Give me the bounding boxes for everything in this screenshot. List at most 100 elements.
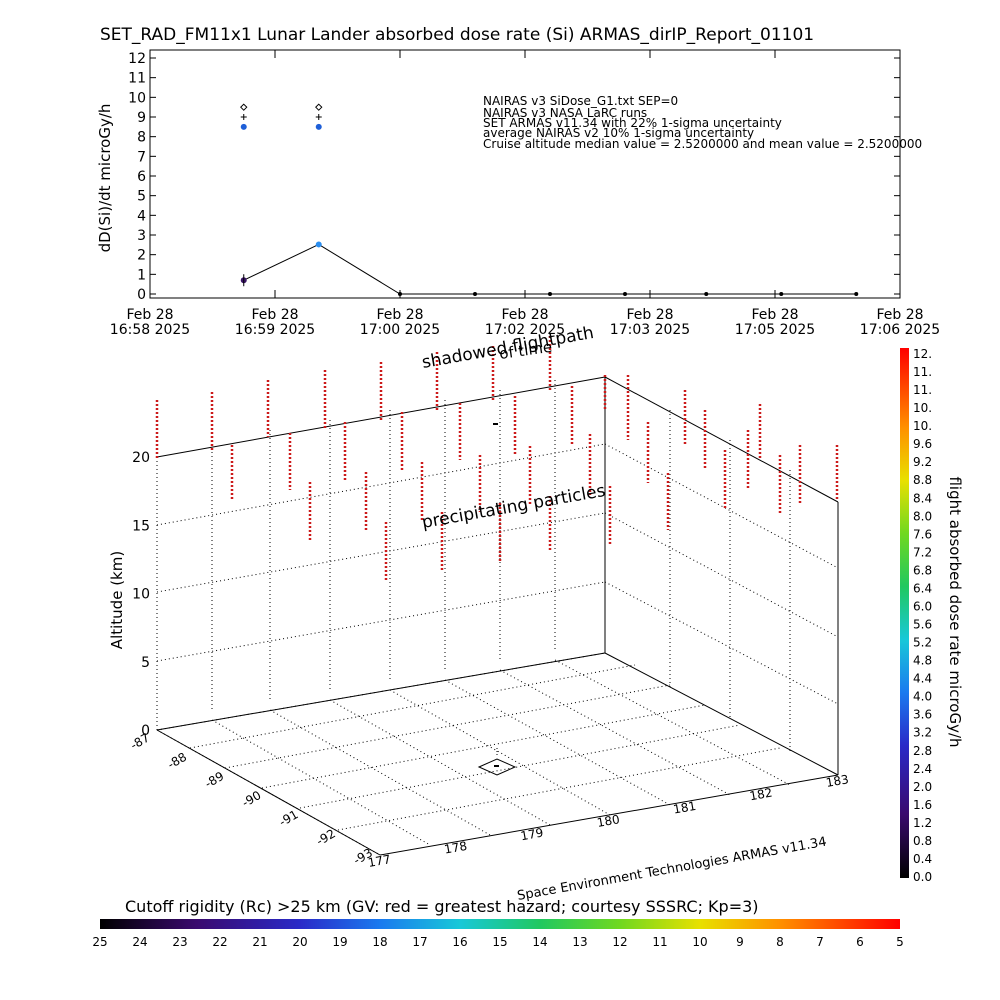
legend-nairas-sidose: NAIRAS v3 SiDose_G1.txt SEP=0: [483, 94, 678, 108]
flightpath-top-mark: [493, 423, 498, 425]
dose-colorbar-tick-label: 8.8: [913, 473, 932, 487]
rigidity-colorbar-tick-label: 16: [452, 935, 467, 949]
armas-point: [315, 241, 322, 248]
rigidity-colorbar-tick-label: 18: [372, 935, 387, 949]
dose-x-tick-date: Feb 28: [376, 307, 423, 323]
longitude-tick-label: 182: [748, 786, 773, 804]
nairas-sidose-point: [315, 103, 323, 111]
dose-x-tick-time: 16:59 2025: [235, 322, 315, 338]
dose-y-tick-label: 8: [137, 130, 146, 146]
nairas-sidose-point: [240, 103, 248, 111]
dose-y-tick-label: 7: [137, 149, 146, 165]
figure-title: SET_RAD_FM11x1 Lunar Lander absorbed dos…: [100, 25, 814, 45]
rigidity-colorbar: Cutoff rigidity (Rc) >25 km (GV: red = g…: [92, 897, 903, 949]
longitude-tick-label: 183: [825, 772, 850, 790]
dose-colorbar-tick-label: 10.: [913, 401, 932, 415]
longitude-tick-label: 178: [443, 839, 468, 857]
rigidity-colorbar-tick-label: 11: [652, 935, 667, 949]
armas-point: [398, 292, 402, 296]
dose-x-tick-date: Feb 28: [126, 307, 173, 323]
dose-colorbar-tick-label: 4.0: [913, 690, 932, 704]
dose-x-tick-time: 17:00 2025: [360, 322, 440, 338]
3d-box-edges: [156, 376, 839, 856]
latitude-ticks: -87-88-89-90-91-92-93: [128, 731, 375, 868]
dose-x-tick-date: Feb 28: [626, 307, 673, 323]
legend-nairas-v2: average NAIRAS v2 10% 1-sigma uncertaint…: [483, 126, 754, 140]
rigidity-colorbar-tick-label: 6: [856, 935, 864, 949]
legend-nairas-larc: NAIRAS v3 NASA LaRC runs: [483, 106, 647, 120]
dose-y-tick-label: 11: [128, 71, 146, 87]
armas-point: [704, 292, 709, 296]
rigidity-colorbar-tick-label: 5: [896, 935, 904, 949]
rigidity-colorbar-tick-label: 15: [492, 935, 507, 949]
rigidity-colorbar-tick-label: 12: [612, 935, 627, 949]
nairas-v2-point: [315, 123, 322, 130]
credit-text: Space Environment Technologies ARMAS v11…: [516, 835, 828, 904]
dose-x-tick-date: Feb 28: [751, 307, 798, 323]
dose-colorbar-tick-label: 1.2: [913, 816, 932, 830]
altitude-tick-label: 5: [141, 655, 150, 671]
dose-colorbar-tick-label: 11.: [913, 383, 932, 397]
armas-dose-line: [243, 243, 857, 295]
dose-y-tick-label: 10: [128, 90, 146, 106]
dose-colorbar-tick-label: 0.8: [913, 834, 932, 848]
rigidity-colorbar-tick-label: 10: [692, 935, 707, 949]
dose-colorbar-tick-label: 9.2: [913, 455, 932, 469]
dose-colorbar-tick-label: 11.: [913, 365, 932, 379]
armas-point: [473, 292, 477, 296]
longitude-tick-label: 180: [596, 812, 621, 830]
legend-cruise-altitude: Cruise altitude median value = 2.5200000…: [483, 137, 922, 151]
altitude-tick-label: 10: [132, 587, 150, 603]
dose-colorbar-tick-label: 0.4: [913, 852, 932, 866]
altitude-ticks: 0 5 10 15 20: [132, 450, 150, 739]
rigidity-colorbar-tick-label: 14: [532, 935, 547, 949]
dose-colorbar-tick-label: 8.0: [913, 509, 932, 523]
dose-x-tick-time: 17:03 2025: [610, 322, 690, 338]
dose-y-tick-label: 0: [137, 287, 146, 303]
dose-colorbar-tick-label: 4.8: [913, 654, 932, 668]
dose-colorbar-tick-label: 2.0: [913, 780, 932, 794]
altitude-axis-label: Altitude (km): [108, 551, 126, 649]
dose-x-tick-date: Feb 28: [876, 307, 923, 323]
dose-colorbar-ticks: 12. 11. 11. 10. 10. 9.6 9.2 8.8 8.4 8.0 7.6 7.2 6.8 6…: [913, 347, 932, 884]
dose-colorbar-tick-label: 7.6: [913, 527, 932, 541]
3d-grid: [156, 380, 839, 856]
dose-x-tick-date: Feb 28: [501, 307, 548, 323]
flightpath-dot: [494, 765, 499, 767]
longitude-tick-label: 179: [519, 826, 544, 844]
dose-y-tick-label: 2: [137, 248, 146, 264]
flight-marker: [477, 423, 517, 776]
longitude-tick-label: 181: [672, 799, 697, 817]
dose-y-tick-label: 9: [137, 110, 146, 126]
rigidity-colorbar-label: Cutoff rigidity (Rc) >25 km (GV: red = g…: [125, 897, 759, 916]
dose-colorbar-tick-label: 2.4: [913, 762, 932, 776]
rigidity-colorbar-tick-label: 21: [252, 935, 267, 949]
dose-colorbar-tick-label: 3.2: [913, 726, 932, 740]
armas-point: [779, 292, 784, 296]
altitude-tick-label: 20: [132, 450, 150, 466]
rigidity-colorbar-tick-label: 20: [292, 935, 307, 949]
dose-y-tick-label: 4: [137, 208, 146, 224]
rigidity-colorbar-tick-label: 13: [572, 935, 587, 949]
rigidity-colorbar-tick-label: 19: [332, 935, 347, 949]
dose-colorbar-tick-label: 0.0: [913, 870, 932, 884]
dose-colorbar-tick-label: 4.4: [913, 672, 932, 686]
dose-colorbar-tick-label: 6.8: [913, 563, 932, 577]
dose-x-tick-time: 17:05 2025: [735, 322, 815, 338]
rigidity-colorbar-ticks: 25 24 23 22 21 20 19 18 17 16 15 14 13 12 11 10 9 8 7 6 5: [92, 935, 903, 949]
armas-point: [854, 292, 859, 296]
nairas-v2-point: [240, 123, 247, 130]
latitude-tick-label: -91: [277, 807, 301, 829]
rigidity-colorbar-tick-label: 8: [776, 935, 784, 949]
dose-colorbar-tick-label: 3.6: [913, 708, 932, 722]
dose-colorbar-tick-label: 5.6: [913, 618, 932, 632]
dose-x-tick-time: 16:58 2025: [110, 322, 190, 338]
latitude-tick-label: -90: [240, 788, 264, 810]
dose-y-tick-label: 3: [137, 228, 146, 244]
dose-colorbar-tick-label: 8.4: [913, 491, 932, 505]
dose-colorbar: 12. 11. 11. 10. 10. 9.6 9.2 8.8 8.4 8.0 7.6 7.2 6.8 6…: [900, 347, 964, 884]
dose-x-tick-time: 17:06 2025: [860, 322, 940, 338]
